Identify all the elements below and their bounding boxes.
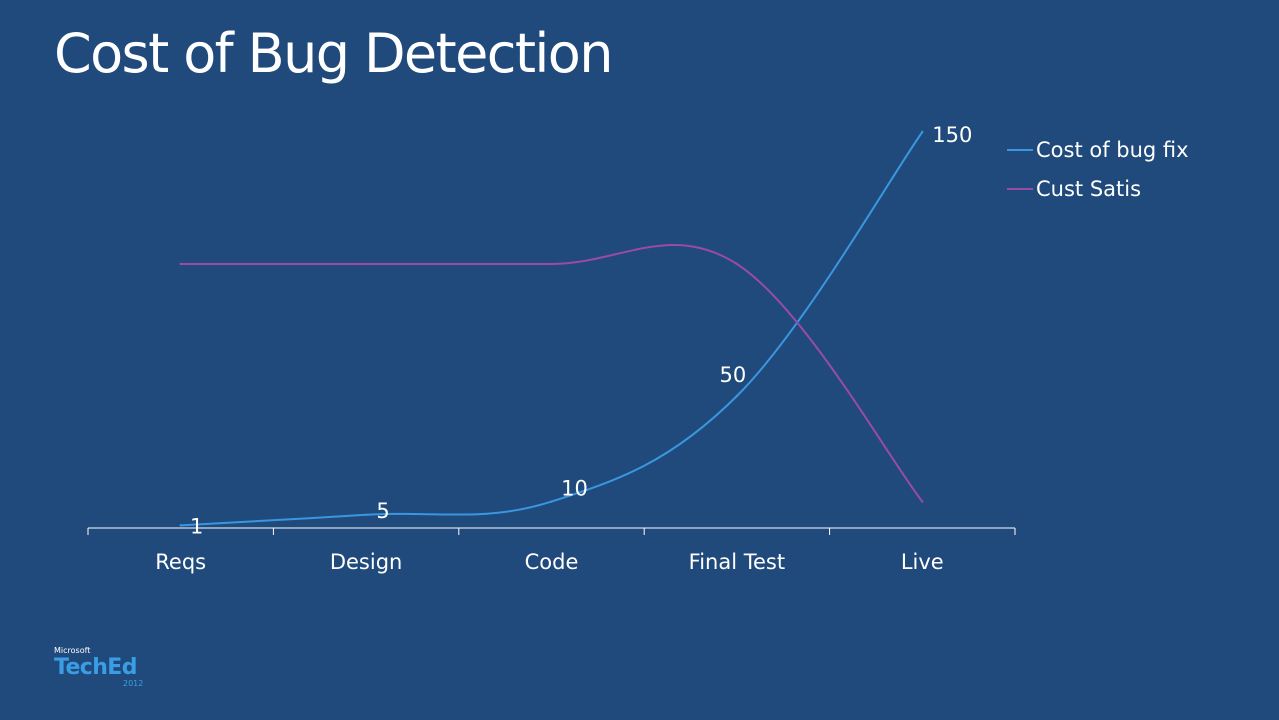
- x-tick-label: Final Test: [689, 550, 785, 574]
- data-label: 5: [376, 499, 389, 523]
- data-label: 50: [720, 363, 747, 387]
- x-tick-label: Design: [330, 550, 403, 574]
- x-axis: Reqs Design Code Final Test Live: [87, 527, 1016, 574]
- x-tick-label: Live: [901, 550, 944, 574]
- series-lines: [179, 130, 924, 527]
- data-label: 10: [561, 477, 588, 501]
- logo-brand-small: Microsoft: [54, 646, 91, 655]
- data-point: [735, 394, 739, 398]
- logo-brand-main: TechEd: [54, 655, 137, 680]
- data-point: [179, 524, 182, 527]
- data-point: [921, 500, 924, 503]
- legend-entry: Cost of bug fix: [1036, 138, 1189, 162]
- data-labels: 1 5 10 50 150: [190, 123, 972, 538]
- series-line-1: [180, 131, 924, 527]
- legend-entry: Cust Satis: [1036, 177, 1141, 201]
- series-line-2: [180, 243, 924, 503]
- logo-year: 2012: [123, 679, 144, 688]
- x-tick-label: Reqs: [155, 550, 206, 574]
- data-label: 150: [932, 123, 972, 147]
- data-point: [921, 130, 924, 134]
- data-point: [179, 262, 182, 266]
- data-point: [550, 500, 553, 503]
- data-point: [364, 513, 368, 516]
- slide-title: Cost of Bug Detection: [54, 22, 613, 85]
- x-tick-label: Code: [525, 550, 579, 574]
- data-point: [550, 262, 553, 266]
- data-point: [735, 262, 739, 266]
- data-point: [364, 262, 368, 266]
- teched-logo: Microsoft TechEd 2012: [54, 646, 154, 692]
- legend: Cost of bug fix Cust Satis: [1007, 138, 1189, 201]
- data-label: 1: [190, 514, 203, 538]
